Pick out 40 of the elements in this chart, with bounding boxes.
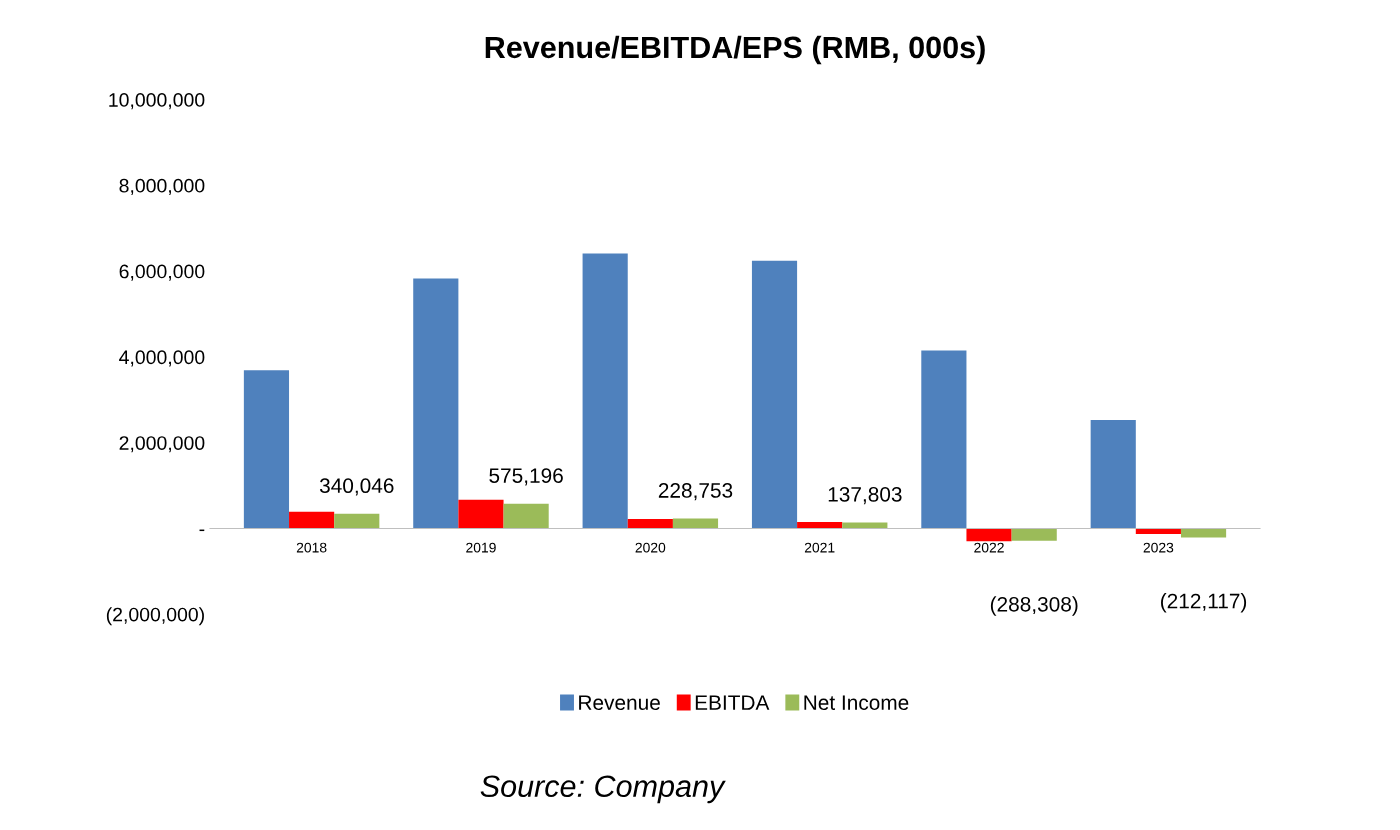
data-label: 228,753 [658, 483, 733, 501]
bar [966, 528, 1012, 542]
y-tick-label: 2,000,000 [119, 436, 205, 453]
bar [921, 350, 967, 529]
x-tick-label: 2021 [804, 542, 835, 553]
legend-label: EBITDA [695, 695, 770, 710]
data-label: 575,196 [489, 468, 563, 486]
x-tick-label: 2023 [1143, 542, 1174, 553]
y-tick-label: - [199, 529, 205, 532]
data-label: (212,117) [1161, 593, 1247, 613]
y-tick-label: 6,000,000 [119, 264, 205, 281]
source-note: Source: Company [480, 775, 726, 804]
bar [458, 499, 504, 529]
data-label: 340,046 [319, 478, 394, 496]
bar [334, 513, 380, 529]
chart-title: Revenue/EBITDA/EPS (RMB, 000s) [485, 35, 985, 65]
x-tick-label: 2018 [296, 542, 327, 553]
bar [413, 278, 459, 529]
bar [1180, 528, 1227, 538]
legend-label: Revenue [579, 695, 660, 710]
bar [582, 253, 628, 529]
y-tick-label: 4,000,000 [119, 350, 205, 367]
bar [503, 503, 549, 529]
x-tick-label: 2019 [466, 542, 496, 553]
bar [1011, 528, 1057, 541]
x-tick-label: 2022 [974, 542, 1004, 553]
bar [1090, 419, 1136, 529]
bar [289, 511, 335, 529]
bar [797, 522, 843, 529]
bar [751, 260, 798, 529]
y-tick-label: 10,000,000 [109, 93, 205, 110]
legend-label: Net Income [804, 695, 909, 710]
bar [672, 518, 719, 529]
bar [243, 370, 290, 529]
data-label: (288,308) [990, 596, 1078, 616]
y-tick-label: 8,000,000 [119, 178, 205, 195]
x-tick-label: 2020 [635, 542, 666, 553]
bar [627, 519, 673, 529]
y-tick-label: (2,000,000) [106, 607, 204, 626]
data-label: 137,803 [828, 486, 902, 505]
